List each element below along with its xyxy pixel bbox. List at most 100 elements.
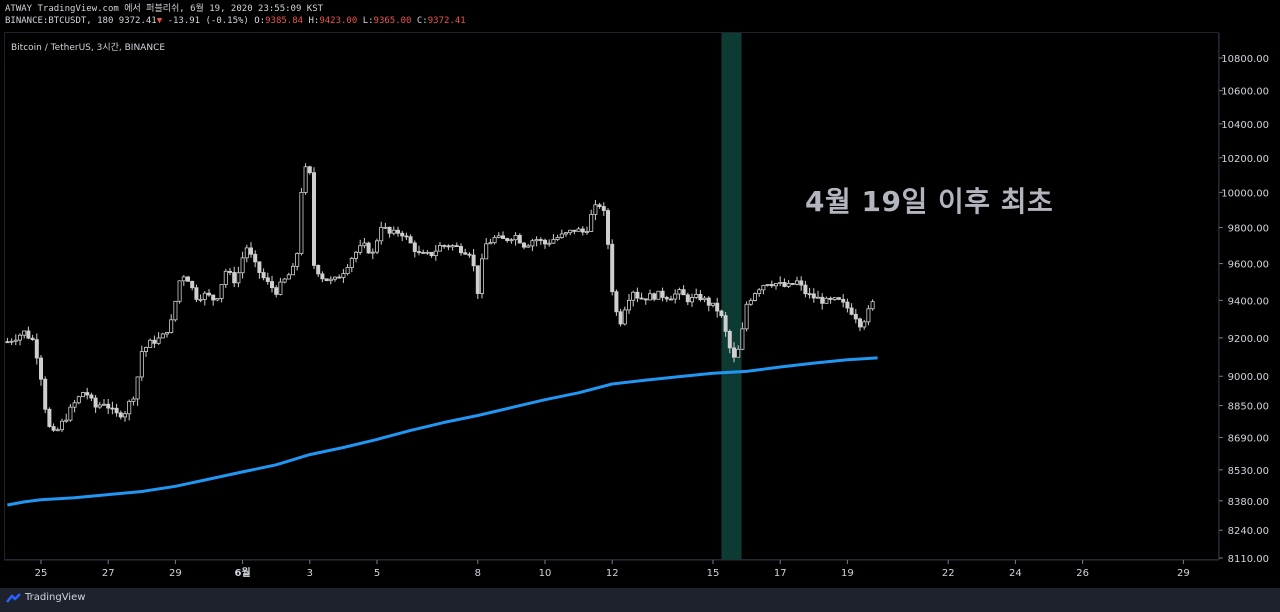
candle-body — [89, 394, 94, 399]
candle-body — [362, 242, 367, 247]
candle-body — [513, 235, 518, 241]
candle-body — [698, 293, 703, 301]
candle-body — [719, 310, 724, 317]
candle-body — [358, 245, 363, 253]
candle-body — [820, 296, 825, 304]
candle-body — [849, 307, 854, 315]
candle-body — [479, 258, 484, 294]
footer-bar — [0, 588, 1280, 612]
price-tick-label: 8690.00 — [1228, 433, 1269, 444]
candle-body — [635, 291, 640, 299]
time-tick-label: 5 — [374, 568, 380, 579]
highlight-band — [721, 33, 742, 560]
low-label: L: — [362, 16, 374, 26]
time-tick-label: 10 — [539, 568, 552, 579]
candle-body — [248, 247, 253, 255]
candle-body — [463, 252, 468, 255]
candle-body — [702, 297, 707, 301]
candle-body — [631, 291, 636, 301]
candle-body — [648, 293, 653, 301]
candle-body — [425, 251, 430, 254]
candle-body — [102, 403, 107, 406]
candle-body — [450, 245, 455, 248]
candle-body — [509, 239, 514, 242]
candle-body — [290, 265, 295, 276]
candle-body — [47, 408, 52, 427]
candle-body — [391, 229, 396, 234]
time-tick-label: 6월 — [235, 567, 251, 579]
candle-body — [706, 297, 711, 306]
candle-body — [858, 318, 863, 328]
tradingview-brand[interactable]: TradingView — [25, 592, 86, 603]
price-tick-label: 9000.00 — [1228, 372, 1269, 383]
candle-body — [828, 297, 833, 300]
candle-body — [727, 330, 732, 349]
candle-body — [337, 276, 342, 279]
moving-average-line — [7, 356, 878, 507]
candle-body — [127, 401, 132, 415]
price-tick-label: 8850.00 — [1228, 402, 1269, 413]
candle-body — [694, 293, 699, 298]
candle-body — [26, 330, 31, 339]
candle-body — [841, 298, 846, 303]
time-tick-label: 19 — [841, 568, 854, 579]
candle-body — [757, 289, 762, 295]
candle-body — [690, 297, 695, 303]
candle-body — [669, 298, 674, 301]
candle-body — [164, 332, 169, 335]
candle-body — [316, 265, 321, 275]
last-price: 9372.41 — [118, 16, 157, 26]
high-value: 9423.00 — [319, 16, 358, 26]
candle-body — [215, 298, 220, 301]
candle-body — [39, 357, 44, 380]
candle-body — [593, 204, 598, 215]
candle-body — [429, 251, 434, 257]
candle-body — [517, 235, 522, 244]
candle-body — [177, 280, 182, 302]
candle-body — [580, 228, 585, 233]
candle-body — [265, 277, 270, 282]
candle-body — [496, 235, 501, 238]
candle-body — [198, 298, 203, 301]
time-tick-label: 25 — [35, 568, 48, 579]
high-label: H: — [308, 16, 320, 26]
close-value: 9372.41 — [427, 16, 466, 26]
candle-body — [295, 253, 300, 267]
time-tick-label: 26 — [1076, 568, 1089, 579]
candle-body — [408, 236, 413, 244]
candle-body — [219, 284, 224, 299]
candle-body — [803, 284, 808, 295]
candle-body — [530, 240, 535, 247]
candle-body — [299, 192, 304, 254]
candle-body — [547, 242, 552, 245]
candle-body — [627, 299, 632, 311]
price-tick-label: 10800.00 — [1221, 54, 1269, 65]
open-label: O: — [254, 16, 266, 26]
candle-body — [232, 272, 237, 284]
candle-body — [374, 240, 379, 253]
candle-body — [488, 242, 493, 245]
candle-body — [853, 313, 858, 320]
candle-body — [744, 303, 749, 330]
candle-body — [811, 293, 816, 299]
candle-body — [568, 229, 573, 234]
candle-body — [286, 274, 291, 280]
candle-body — [118, 412, 123, 418]
candle-body — [194, 287, 199, 300]
candle-body — [753, 293, 758, 301]
candle-body — [458, 246, 463, 254]
candle-body — [433, 250, 438, 257]
candle-body — [324, 278, 329, 282]
time-tick-label: 15 — [707, 568, 720, 579]
candle-body — [732, 347, 737, 358]
candle-body — [643, 298, 648, 301]
candle-body — [454, 245, 459, 248]
candle-body — [269, 281, 274, 289]
candle-body — [505, 238, 510, 241]
candle-body — [135, 376, 140, 400]
candle-body — [715, 302, 720, 312]
candle-body — [538, 239, 543, 241]
time-tick-label: 17 — [774, 568, 787, 579]
candle-body — [395, 229, 400, 234]
